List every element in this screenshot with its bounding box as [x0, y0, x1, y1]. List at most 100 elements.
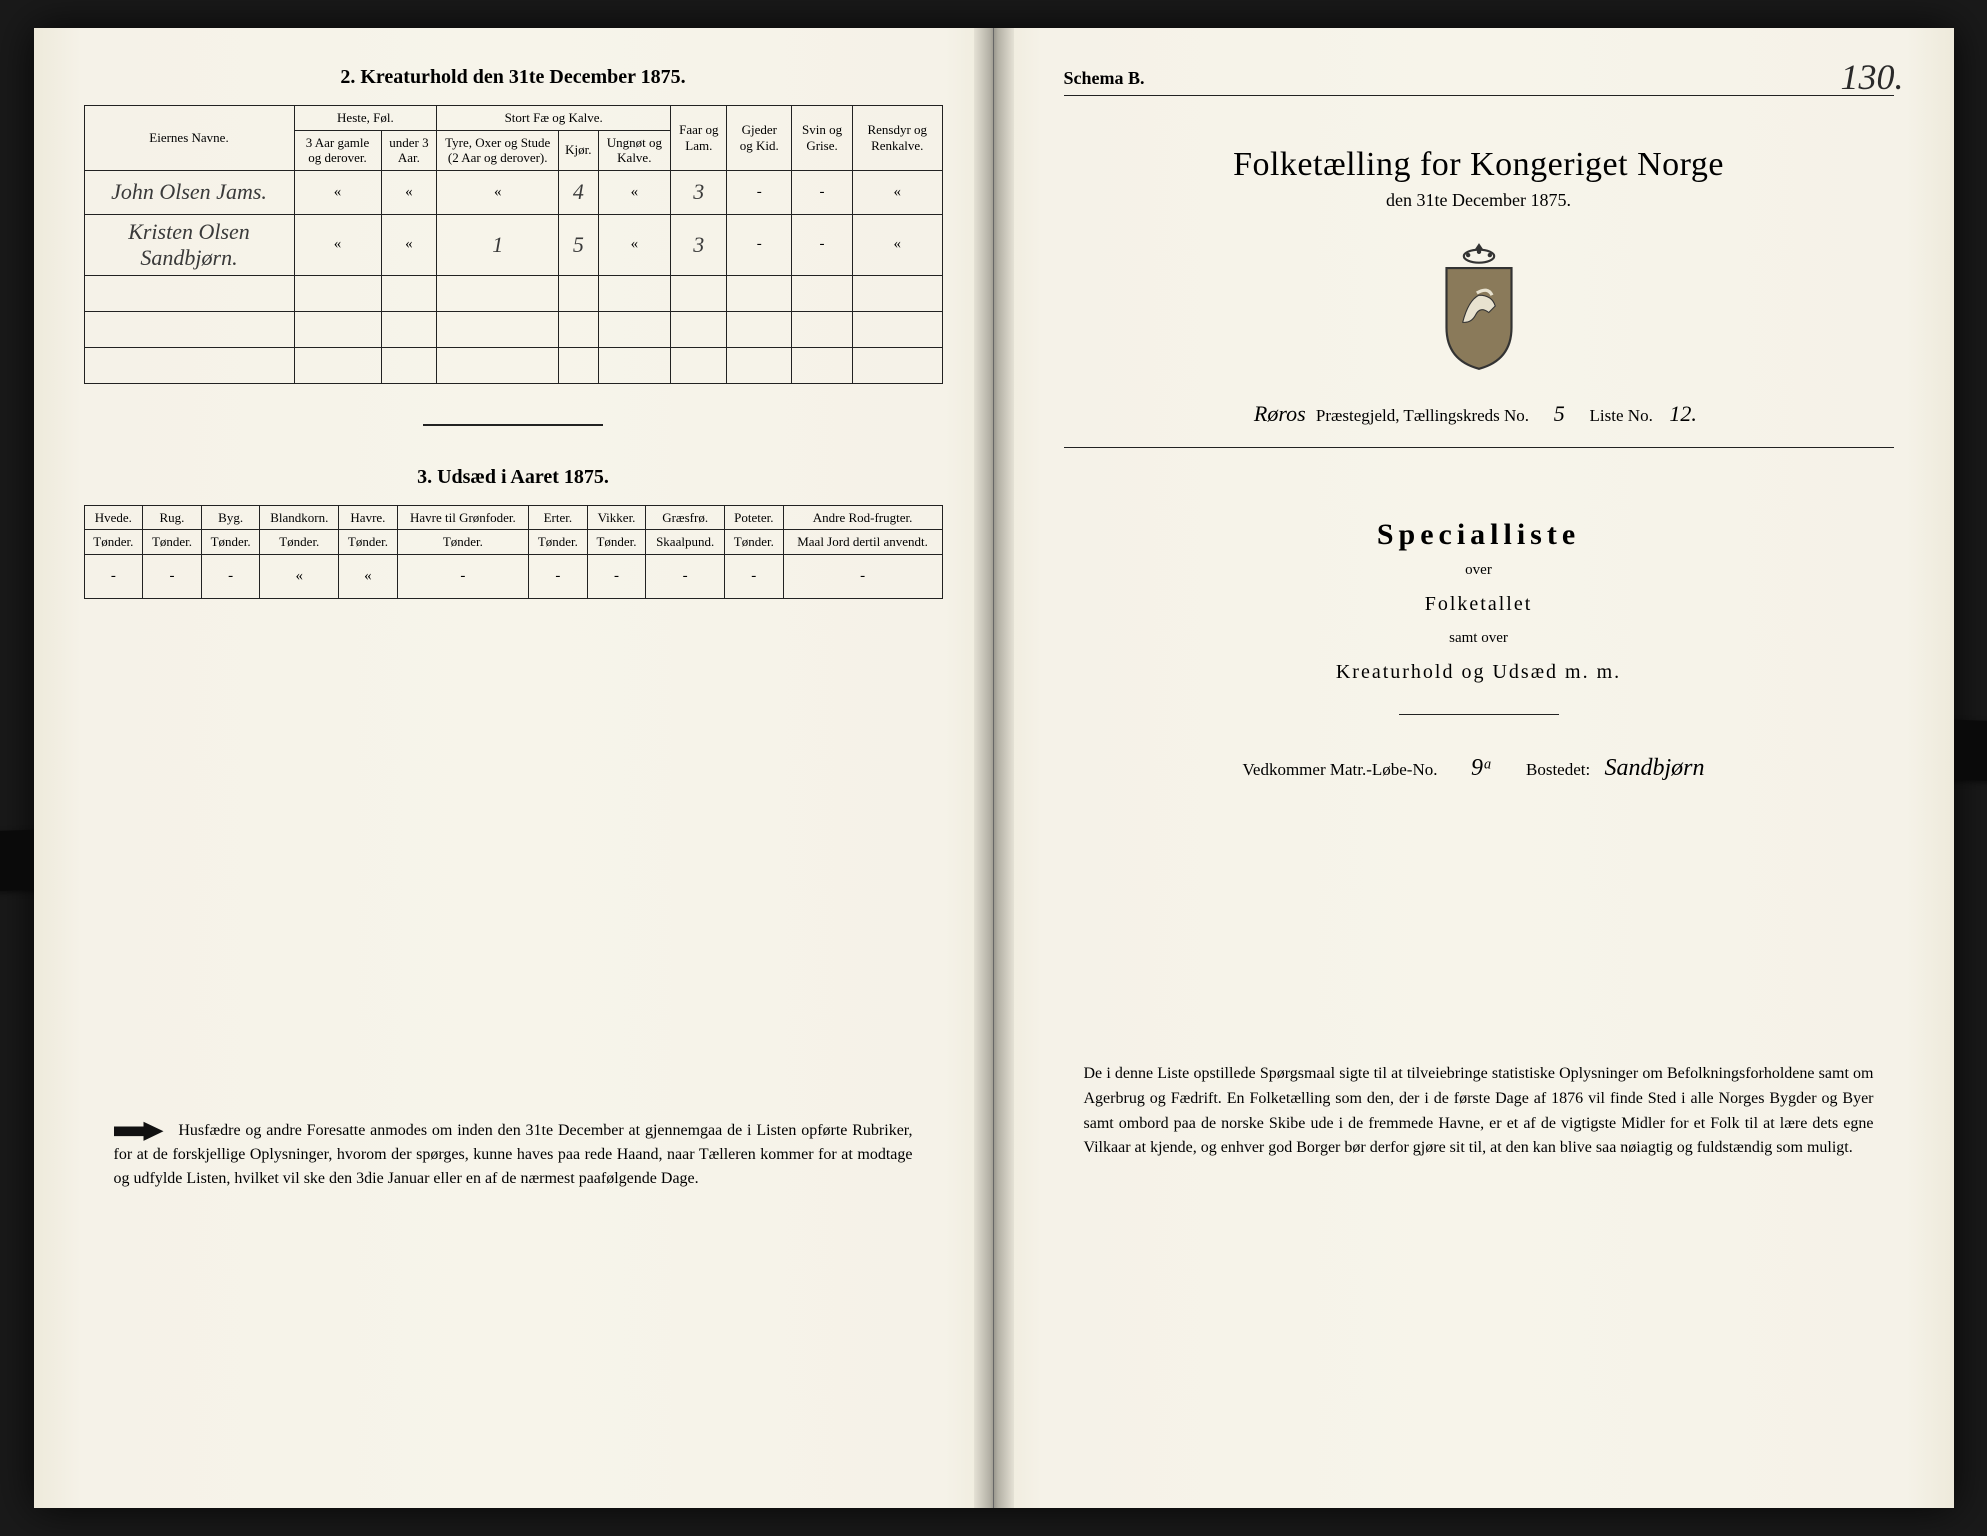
parish-mid: Præstegjeld, Tællingskreds No.	[1316, 406, 1533, 425]
book-spread: 2. Kreaturhold den 31te December 1875. E…	[34, 28, 1954, 1508]
section3-title: 3. Udsæd i Aaret 1875.	[84, 466, 943, 489]
unit: Tønder.	[84, 530, 143, 555]
cell: -	[727, 170, 792, 214]
col: Byg.	[201, 505, 260, 530]
kreds-no: 5	[1539, 401, 1579, 427]
parish-name: Røros	[1254, 401, 1306, 427]
col: Andre Rod-frugter.	[783, 505, 942, 530]
unit: Tønder.	[260, 530, 339, 555]
bottom-paragraph: De i denne Liste opstillede Spørgsmaal s…	[1064, 1062, 1894, 1161]
col: Rug.	[143, 505, 202, 530]
cell: 3	[671, 170, 727, 214]
parish-line: Røros Præstegjeld, Tællingskreds No. 5 L…	[1064, 401, 1894, 427]
col-group-cattle: Stort Fæ og Kalve.	[437, 106, 671, 131]
col-owner: Eiernes Navne.	[84, 106, 294, 171]
pointing-hand-icon	[114, 1119, 164, 1143]
unit: Tønder.	[143, 530, 202, 555]
unit: Tønder.	[397, 530, 528, 555]
cell: -	[84, 554, 143, 598]
livestock-table: Eiernes Navne. Heste, Føl. Stort Fæ og K…	[84, 105, 943, 384]
owner-name: John Olsen Jams.	[84, 170, 294, 214]
page-right: 130. Schema B. Folketælling for Kongerig…	[994, 28, 1954, 1508]
unit: Maal Jord dertil anvendt.	[783, 530, 942, 555]
vedkommer-line: Vedkommer Matr.-Løbe-No. 9ᵃ Bostedet: Sa…	[1064, 755, 1894, 782]
table-row: John Olsen Jams. « « « 4 « 3 - - «	[84, 170, 942, 214]
samt-over-label: samt over	[1064, 630, 1894, 647]
col: Havre.	[339, 505, 398, 530]
cell: -	[201, 554, 260, 598]
liste-no: 12.	[1663, 401, 1703, 427]
matr-no: 9ᵃ	[1452, 755, 1512, 782]
col-goat: Gjeder og Kid.	[727, 106, 792, 171]
footnote: Husfædre og andre Foresatte anmodes om i…	[84, 1119, 943, 1191]
folketallet-label: Folketallet	[1064, 593, 1894, 616]
cell: -	[792, 170, 853, 214]
table-row-empty	[84, 275, 942, 311]
cell: «	[260, 554, 339, 598]
col: Vikker.	[587, 505, 646, 530]
unit: Tønder.	[201, 530, 260, 555]
cell: «	[598, 214, 671, 275]
cell: 5	[559, 214, 598, 275]
table-row-empty	[84, 347, 942, 383]
cell: 3	[671, 214, 727, 275]
cell: «	[339, 554, 398, 598]
cell: -	[397, 554, 528, 598]
divider	[423, 424, 603, 426]
unit: Tønder.	[724, 530, 783, 555]
owner-name: Kristen Olsen Sandbjørn.	[84, 214, 294, 275]
vedk-label-1: Vedkommer Matr.-Løbe-No.	[1243, 760, 1438, 779]
rule	[1399, 714, 1559, 715]
col-reindeer: Rensdyr og Renkalve.	[853, 106, 942, 171]
table-row: - - - « « - - - - - -	[84, 554, 942, 598]
col-c1: Tyre, Oxer og Stude (2 Aar og derover).	[437, 130, 559, 170]
cell: «	[294, 214, 381, 275]
page-left: 2. Kreaturhold den 31te December 1875. E…	[34, 28, 994, 1508]
over-label: over	[1064, 562, 1894, 579]
subtitle: den 31te December 1875.	[1064, 190, 1894, 211]
unit: Tønder.	[339, 530, 398, 555]
col: Blandkorn.	[260, 505, 339, 530]
col-h2: under 3 Aar.	[381, 130, 437, 170]
cell: -	[646, 554, 725, 598]
col-group-horses: Heste, Føl.	[294, 106, 437, 131]
cell: -	[724, 554, 783, 598]
col-c2: Kjør.	[559, 130, 598, 170]
rule	[1064, 95, 1894, 96]
sowing-table: Hvede. Rug. Byg. Blandkorn. Havre. Havre…	[84, 505, 943, 599]
cell: «	[294, 170, 381, 214]
cell: -	[792, 214, 853, 275]
unit: Tønder.	[587, 530, 646, 555]
col: Poteter.	[724, 505, 783, 530]
page-number: 130.	[1841, 56, 1904, 98]
footnote-text: Husfædre og andre Foresatte anmodes om i…	[114, 1122, 913, 1187]
cell: -	[783, 554, 942, 598]
cell: 4	[559, 170, 598, 214]
vedk-label-2: Bostedet:	[1526, 760, 1590, 779]
coat-of-arms-icon	[1424, 241, 1534, 371]
cell: «	[853, 214, 942, 275]
col: Erter.	[529, 505, 588, 530]
schema-label: Schema B.	[1064, 68, 1894, 89]
cell: «	[853, 170, 942, 214]
col: Hvede.	[84, 505, 143, 530]
rule	[1064, 447, 1894, 448]
cell: -	[587, 554, 646, 598]
cell: «	[381, 214, 437, 275]
cell: «	[437, 170, 559, 214]
col: Græsfrø.	[646, 505, 725, 530]
bosted: Sandbjørn	[1604, 755, 1704, 782]
col: Havre til Grønfoder.	[397, 505, 528, 530]
cell: -	[727, 214, 792, 275]
main-title: Folketælling for Kongeriget Norge	[1064, 146, 1894, 184]
table-row-empty	[84, 311, 942, 347]
table-row: Kristen Olsen Sandbjørn. « « 1 5 « 3 - -…	[84, 214, 942, 275]
unit: Tønder.	[529, 530, 588, 555]
section2-title: 2. Kreaturhold den 31te December 1875.	[84, 66, 943, 89]
specialliste-heading: Specialliste	[1064, 518, 1894, 552]
kreatur-label: Kreaturhold og Udsæd m. m.	[1064, 661, 1894, 684]
cell: 1	[437, 214, 559, 275]
col-c3: Ungnøt og Kalve.	[598, 130, 671, 170]
cell: -	[143, 554, 202, 598]
cell: «	[381, 170, 437, 214]
